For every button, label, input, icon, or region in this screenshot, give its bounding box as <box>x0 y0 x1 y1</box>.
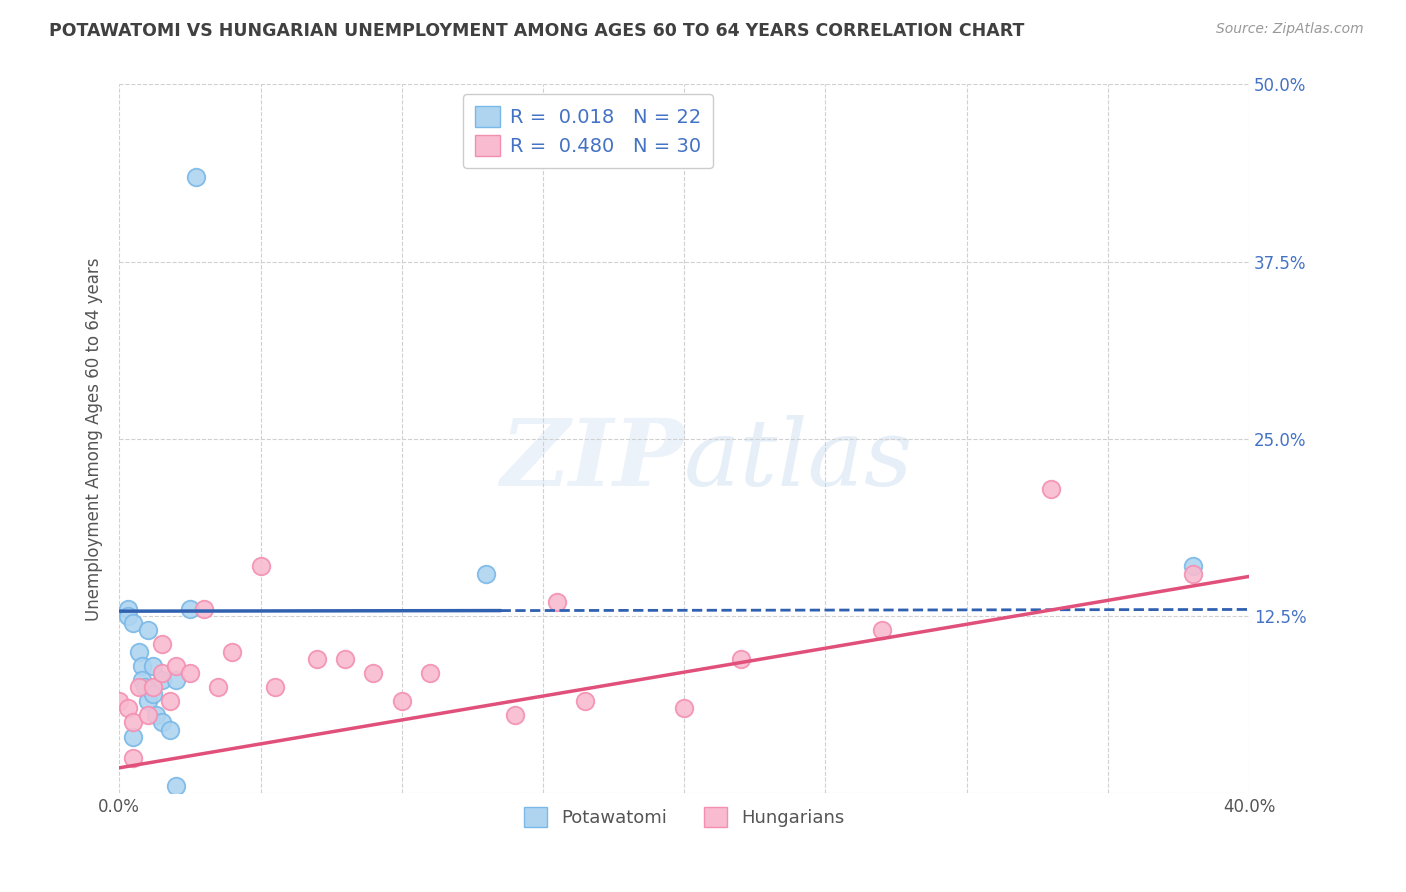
Text: ZIP: ZIP <box>501 415 685 505</box>
Point <box>117 701 139 715</box>
Point <box>730 651 752 665</box>
Point <box>475 566 498 581</box>
Point <box>150 638 173 652</box>
Point <box>117 609 139 624</box>
Point <box>159 694 181 708</box>
Point <box>179 665 201 680</box>
Point <box>131 658 153 673</box>
Point <box>419 665 441 680</box>
Point <box>574 694 596 708</box>
Point <box>122 616 145 631</box>
Point <box>305 651 328 665</box>
Point <box>122 730 145 744</box>
Point <box>128 644 150 658</box>
Point <box>503 708 526 723</box>
Point <box>207 680 229 694</box>
Point <box>136 624 159 638</box>
Point <box>673 701 696 715</box>
Point <box>1181 566 1204 581</box>
Point <box>131 673 153 687</box>
Text: atlas: atlas <box>685 415 914 505</box>
Text: POTAWATOMI VS HUNGARIAN UNEMPLOYMENT AMONG AGES 60 TO 64 YEARS CORRELATION CHART: POTAWATOMI VS HUNGARIAN UNEMPLOYMENT AMO… <box>49 22 1025 40</box>
Point <box>108 694 131 708</box>
Point <box>546 595 568 609</box>
Point <box>335 651 357 665</box>
Point <box>128 680 150 694</box>
Point <box>136 708 159 723</box>
Text: Source: ZipAtlas.com: Source: ZipAtlas.com <box>1216 22 1364 37</box>
Legend: Potawatomi, Hungarians: Potawatomi, Hungarians <box>516 799 852 834</box>
Point <box>165 779 187 793</box>
Point <box>221 644 243 658</box>
Y-axis label: Unemployment Among Ages 60 to 64 years: Unemployment Among Ages 60 to 64 years <box>86 257 103 621</box>
Point <box>249 559 271 574</box>
Point <box>142 687 165 701</box>
Point <box>150 673 173 687</box>
Point <box>150 665 173 680</box>
Point <box>165 658 187 673</box>
Point <box>142 658 165 673</box>
Point <box>122 715 145 730</box>
Point <box>145 708 167 723</box>
Point <box>263 680 285 694</box>
Point <box>165 673 187 687</box>
Point <box>150 715 173 730</box>
Point <box>122 751 145 765</box>
Point <box>134 680 156 694</box>
Point <box>159 723 181 737</box>
Point <box>363 665 385 680</box>
Point <box>179 602 201 616</box>
Point <box>1181 559 1204 574</box>
Point <box>870 624 893 638</box>
Point <box>184 169 207 184</box>
Point <box>391 694 413 708</box>
Point <box>1040 482 1063 496</box>
Point <box>136 694 159 708</box>
Point <box>193 602 215 616</box>
Point <box>117 602 139 616</box>
Point <box>142 680 165 694</box>
